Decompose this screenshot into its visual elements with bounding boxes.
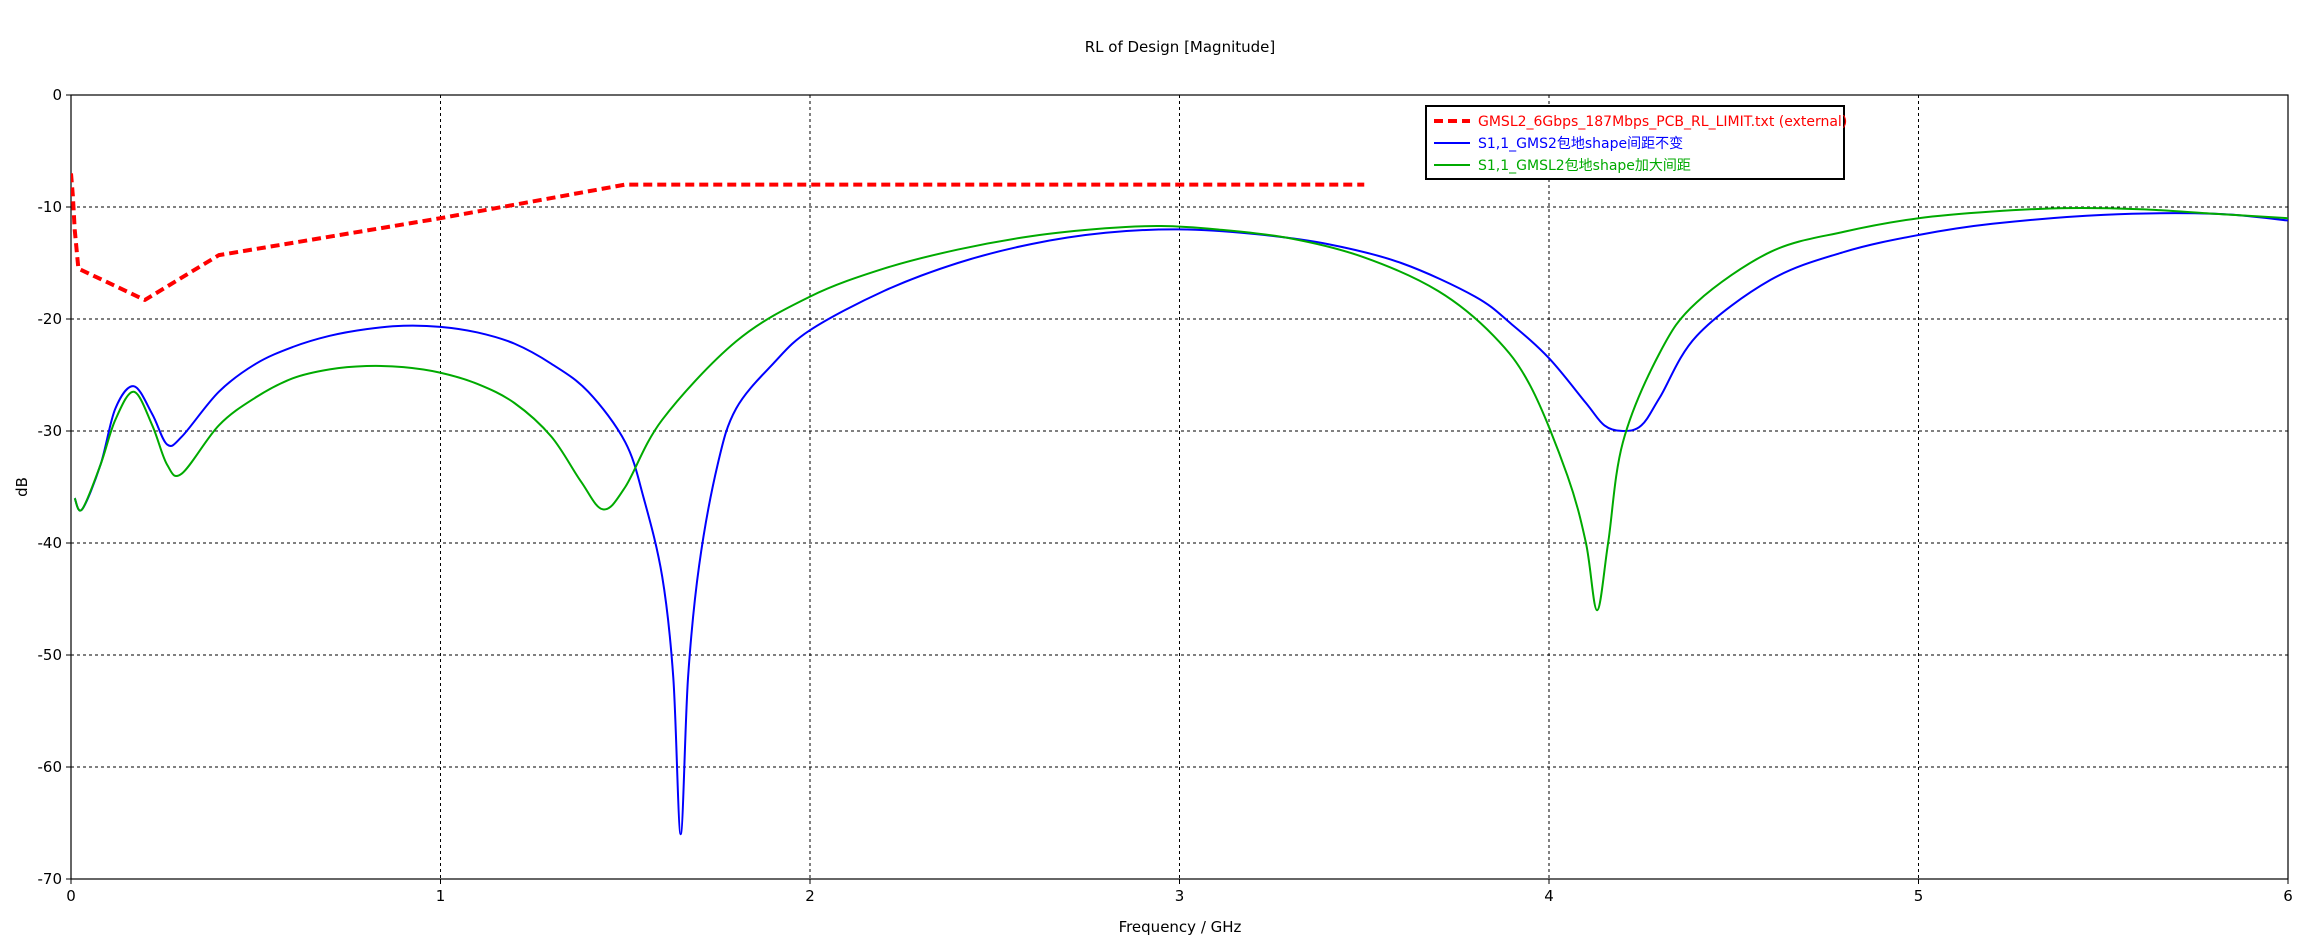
y-tick-label: -40 — [38, 534, 63, 552]
legend-box — [1425, 105, 1845, 180]
y-tick-label: -70 — [38, 870, 63, 888]
legend-label-1: GMSL2_6Gbps_187Mbps_PCB_RL_LIMIT.txt (ex… — [1478, 114, 1847, 130]
x-axis-label: Frequency / GHz — [1119, 918, 1242, 936]
legend-label-2: S1,1_GMS2包地shape间距不变 — [1478, 136, 1683, 152]
y-tick-label: -10 — [38, 198, 63, 216]
legend-label-3: S1,1_GMSL2包地shape加大间距 — [1478, 158, 1691, 174]
x-tick-label: 0 — [66, 887, 76, 905]
y-tick-label: 0 — [52, 86, 62, 104]
series-line-3 — [73, 207, 2288, 612]
axis-ticks: 0 1 2 3 4 5 6 0 -10 -20 -30 -40 -50 -60 -70 — [38, 86, 2293, 905]
x-tick-label: 5 — [1914, 887, 1924, 905]
y-tick-label: -30 — [38, 422, 63, 440]
x-tick-label: 4 — [1544, 887, 1554, 905]
x-tick-label: 2 — [805, 887, 815, 905]
x-tick-label: 1 — [436, 887, 446, 905]
grid — [71, 95, 2288, 879]
y-tick-label: -60 — [38, 758, 63, 776]
y-axis-label: dB — [13, 477, 31, 497]
y-tick-label: -20 — [38, 310, 63, 328]
y-tick-label: -50 — [38, 646, 63, 664]
series-layer — [71, 173, 2288, 836]
legend: GMSL2_6Gbps_187Mbps_PCB_RL_LIMIT.txt (ex… — [1425, 105, 1847, 180]
series-line-2 — [73, 212, 2288, 836]
x-tick-label: 3 — [1175, 887, 1185, 905]
x-tick-label: 6 — [2283, 887, 2293, 905]
chart-title: RL of Design [Magnitude] — [1085, 38, 1276, 56]
series-line-1 — [71, 173, 1365, 302]
